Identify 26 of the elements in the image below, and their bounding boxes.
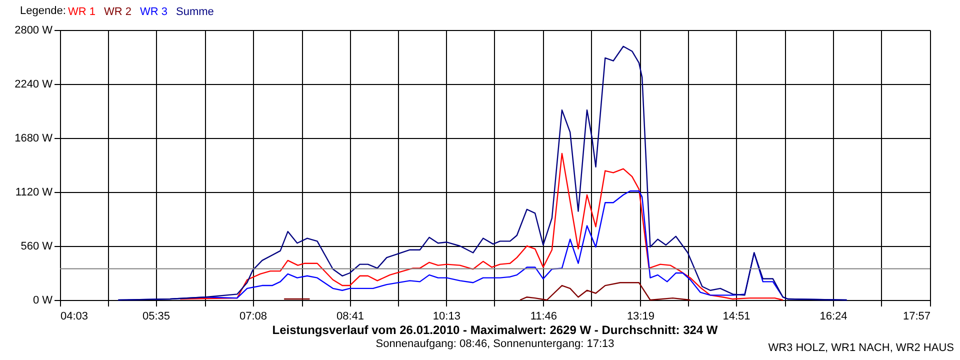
x-tick-label: 17:57: [902, 310, 930, 322]
y-tick-label: 2800 W: [14, 24, 54, 36]
x-tick-label: 04:03: [60, 310, 88, 322]
x-tick-label: 05:35: [142, 310, 170, 322]
text: Leistungsverlauf vom 26.01.2010 - Maximalwert: 2629 W - Durchschnitt: 324 W: [272, 323, 718, 337]
x-tick-label: 08:41: [336, 310, 364, 322]
x-tick-label: 10:13: [432, 310, 460, 322]
line-series: [180, 152, 784, 301]
text: Summe: [176, 6, 214, 18]
x-tick-label: 13:19: [626, 310, 654, 322]
x-tick-label: 07:08: [240, 310, 268, 322]
text: WR 1: [68, 6, 96, 18]
text: WR3 HOLZ, WR1 NACH, WR2 HAUS: [768, 342, 954, 354]
text: Sonnenaufgang: 08:46, Sonnenuntergang: 17:13: [376, 338, 614, 350]
y-tick-label: 2240 W: [14, 78, 54, 90]
y-tick-label: 1680 W: [14, 132, 54, 144]
text: WR 2: [104, 6, 132, 18]
legend-title: Legende:: [20, 5, 66, 17]
x-tick-label: 14:51: [722, 310, 750, 322]
y-tick-label: 560 W: [20, 240, 54, 252]
x-tick-label: 11:46: [530, 310, 558, 322]
y-tick-label: 0 W: [32, 294, 54, 306]
y-tick-label: 1120 W: [15, 186, 54, 198]
text: WR 3: [140, 6, 168, 18]
x-tick-label: 16:24: [820, 310, 848, 322]
line-series: [118, 46, 848, 301]
